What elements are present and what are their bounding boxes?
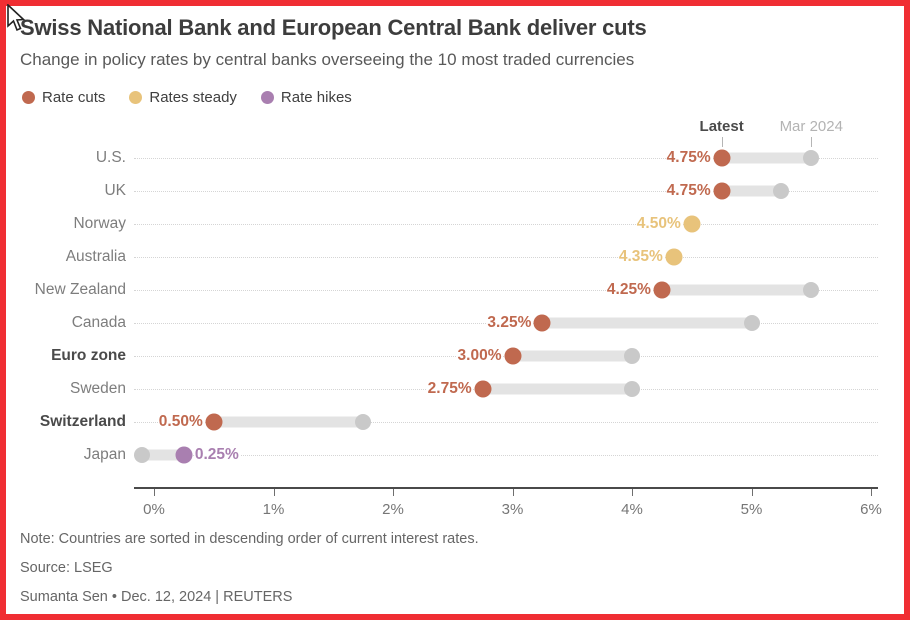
chart-title: Swiss National Bank and European Central… — [20, 15, 647, 40]
mar-2024-dot — [743, 315, 760, 331]
dumbbell-connector — [142, 449, 184, 461]
row-baseline — [134, 158, 878, 159]
mar-2024-dot — [624, 381, 640, 397]
latest-column-tick — [721, 137, 723, 147]
mouse-cursor-icon — [7, 4, 26, 32]
latest-value-label: 0.25% — [193, 446, 240, 464]
row-baseline — [134, 422, 878, 423]
country-label: Canada — [71, 314, 126, 331]
mar-2024-dot — [803, 282, 820, 298]
x-axis-tick-label: 3% — [501, 501, 524, 518]
x-axis-tick — [393, 489, 394, 496]
x-axis-tick-label: 2% — [382, 501, 404, 518]
latest-value-label: 3.25% — [486, 314, 533, 332]
mar-2024-dot — [624, 348, 640, 364]
mar-2024-dot — [134, 447, 151, 463]
legend: Rate cuts Rates steady Rate hikes — [22, 89, 352, 106]
dumbbell-connector — [661, 284, 812, 296]
country-label: Norway — [73, 215, 126, 232]
country-label: Australia — [65, 248, 126, 265]
country-label: Sweden — [69, 380, 126, 397]
country-label: New Zealand — [34, 281, 126, 298]
legend-item-rates-steady: Rates steady — [129, 89, 237, 106]
latest-column-label: Latest — [699, 118, 744, 135]
latest-dot — [474, 380, 492, 398]
x-axis-tick — [871, 489, 872, 496]
country-label: U.S. — [95, 149, 126, 166]
chart-byline: Sumanta Sen • Dec. 12, 2024 | REUTERS — [20, 589, 293, 605]
row-baseline — [134, 224, 878, 225]
dumbbell-connector — [721, 185, 782, 197]
latest-dot — [713, 182, 731, 200]
rates-steady-dot-icon — [129, 91, 143, 104]
chart-note: Note: Countries are sorted in descending… — [20, 531, 479, 547]
x-axis-line — [134, 487, 878, 489]
latest-dot — [713, 149, 731, 167]
rate-cuts-dot-icon — [22, 91, 35, 104]
latest-dot — [533, 314, 551, 332]
latest-value-label: 4.75% — [665, 149, 712, 167]
legend-label-rate-hikes: Rate hikes — [280, 89, 352, 106]
mar-2024-dot — [355, 414, 372, 430]
x-axis-tick-label: 6% — [860, 501, 882, 518]
latest-dot — [175, 446, 193, 464]
country-label: Switzerland — [39, 413, 126, 430]
mar-2024-dot — [773, 183, 790, 199]
x-axis-tick-label: 0% — [143, 501, 165, 518]
x-axis-tick — [273, 489, 275, 496]
latest-value-label: 4.50% — [635, 215, 682, 233]
row-baseline — [134, 290, 878, 291]
latest-value-label: 0.50% — [157, 413, 204, 431]
latest-value-label: 2.75% — [426, 380, 473, 398]
x-axis-tick — [751, 489, 753, 496]
dumbbell-connector — [482, 383, 632, 395]
x-axis-tick-label: 5% — [740, 501, 763, 518]
mar-2024-column-tick — [811, 137, 813, 147]
dumbbell-connector — [213, 416, 364, 428]
x-axis-tick-label: 1% — [262, 501, 285, 518]
country-label: Japan — [83, 446, 126, 463]
x-axis-tick — [154, 489, 155, 496]
legend-item-rate-hikes: Rate hikes — [260, 89, 352, 106]
mar-2024-column-label: Mar 2024 — [779, 118, 843, 135]
x-axis-tick — [632, 489, 633, 496]
row-baseline — [134, 257, 878, 258]
row-baseline — [134, 455, 878, 456]
latest-dot — [504, 347, 521, 365]
legend-label-rate-cuts: Rate cuts — [42, 89, 106, 106]
row-baseline — [134, 191, 878, 192]
legend-label-rates-steady: Rates steady — [149, 89, 237, 106]
country-label: Euro zone — [51, 347, 126, 364]
latest-dot — [683, 215, 701, 233]
legend-item-rate-cuts: Rate cuts — [22, 89, 105, 106]
dumbbell-connector — [542, 317, 752, 329]
dumbbell-connector — [512, 350, 632, 362]
dumbbell-connector — [721, 152, 812, 164]
rate-hikes-dot-icon — [260, 91, 274, 104]
latest-value-label: 3.00% — [456, 347, 503, 365]
mar-2024-dot — [803, 150, 820, 166]
chart-source: Source: LSEG — [20, 560, 113, 576]
country-label: UK — [104, 182, 126, 199]
latest-value-label: 4.25% — [605, 281, 652, 299]
latest-dot — [653, 281, 671, 299]
latest-value-label: 4.35% — [617, 248, 664, 266]
latest-dot — [665, 248, 683, 266]
latest-dot — [205, 413, 223, 431]
x-axis-tick-label: 4% — [621, 501, 643, 518]
chart-subtitle: Change in policy rates by central banks … — [20, 50, 635, 69]
latest-value-label: 4.75% — [665, 182, 712, 200]
x-axis-tick — [512, 489, 514, 496]
